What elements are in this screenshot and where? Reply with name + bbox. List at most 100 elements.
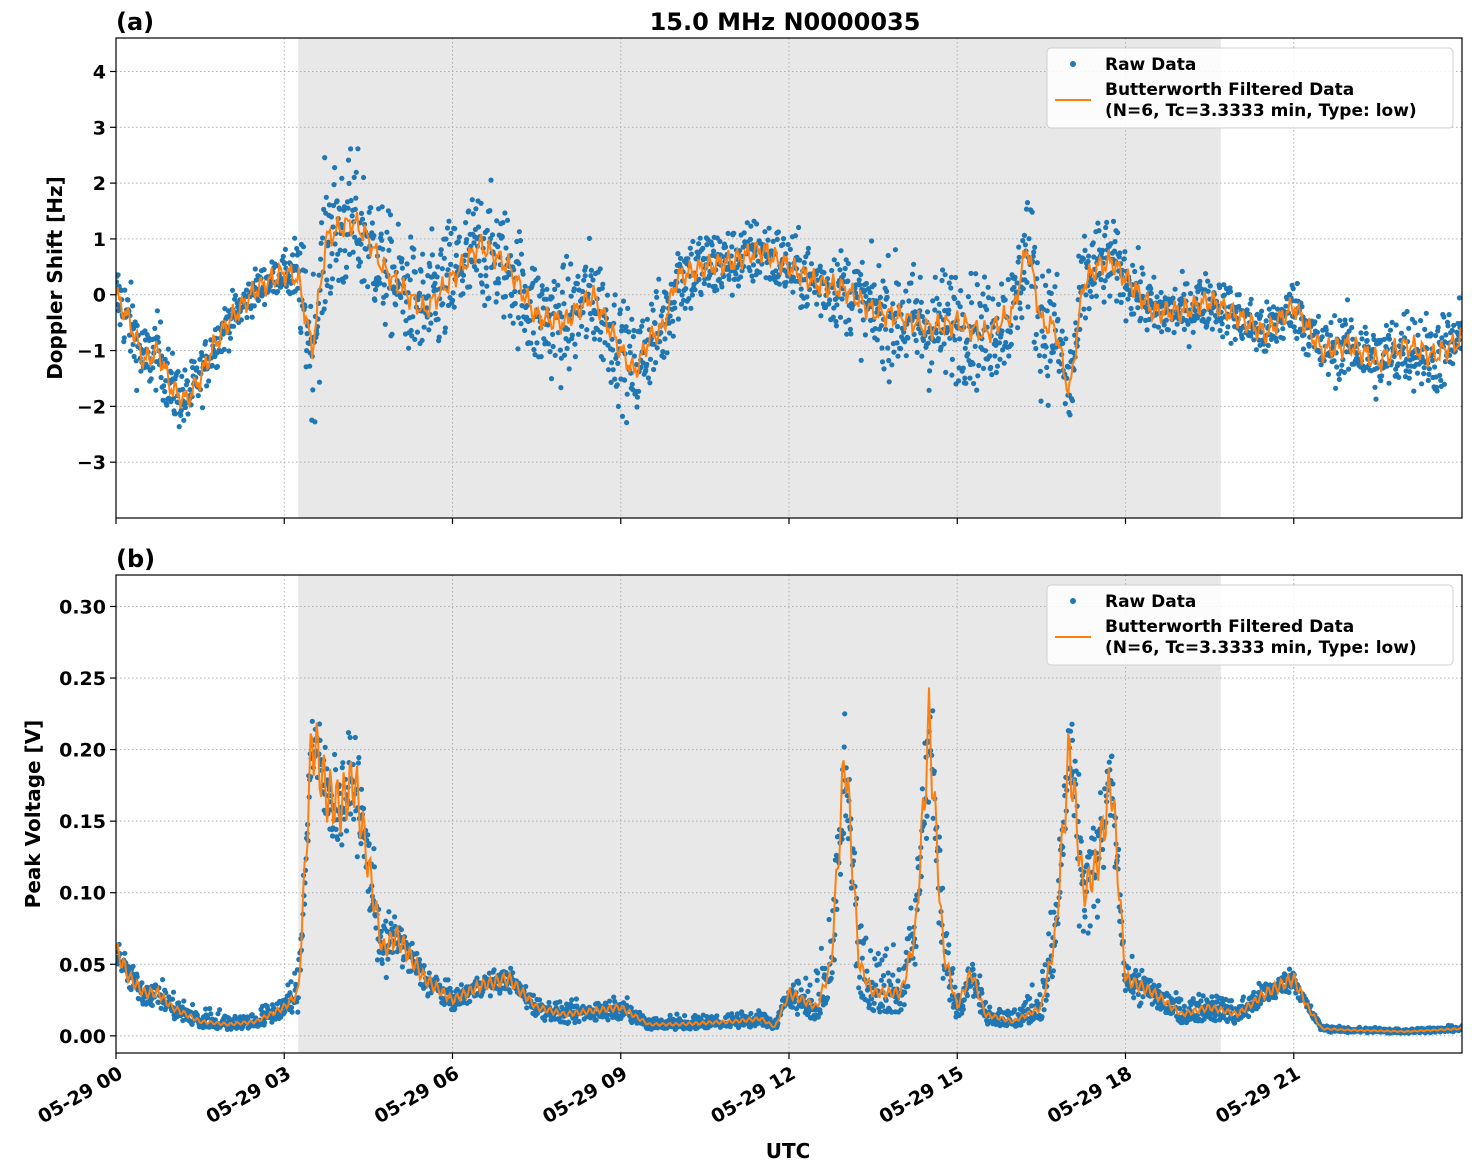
raw-data-point xyxy=(353,195,359,201)
raw-data-point xyxy=(1012,274,1018,280)
raw-data-point xyxy=(372,287,379,293)
raw-data-point xyxy=(1115,230,1121,236)
raw-data-point xyxy=(931,768,937,774)
raw-data-point xyxy=(382,321,388,327)
raw-data-point xyxy=(590,330,597,336)
raw-data-point xyxy=(1080,928,1086,934)
raw-data-point xyxy=(817,1010,823,1016)
raw-data-point xyxy=(1161,322,1167,328)
raw-data-point xyxy=(345,205,351,211)
raw-data-point xyxy=(356,755,362,761)
raw-data-point xyxy=(826,916,832,923)
legend-filtered-params: (N=6, Tc=3.3333 min, Type: low) xyxy=(1105,101,1417,121)
raw-data-point xyxy=(929,360,935,366)
raw-data-point xyxy=(1181,326,1187,332)
raw-data-point xyxy=(1259,308,1265,314)
raw-data-point xyxy=(329,833,336,839)
raw-data-point xyxy=(381,282,387,288)
raw-data-point xyxy=(542,1017,548,1023)
raw-data-point xyxy=(169,350,176,356)
raw-data-point xyxy=(977,302,984,309)
raw-data-point xyxy=(940,267,946,273)
raw-data-point xyxy=(421,324,427,330)
raw-data-point xyxy=(1181,291,1187,298)
raw-data-point xyxy=(690,238,696,245)
raw-data-point xyxy=(1043,997,1049,1003)
raw-data-point xyxy=(898,1007,904,1013)
raw-data-point xyxy=(572,341,578,347)
panel-label: (a) xyxy=(116,8,154,36)
raw-data-point xyxy=(469,259,475,265)
raw-data-point xyxy=(624,995,630,1001)
raw-data-point xyxy=(1129,953,1135,960)
raw-data-point xyxy=(952,984,958,990)
raw-data-point xyxy=(925,340,931,346)
raw-data-point xyxy=(1407,369,1413,375)
raw-data-point xyxy=(1195,289,1201,295)
raw-data-point xyxy=(476,258,482,264)
raw-data-point xyxy=(615,360,621,366)
raw-data-point xyxy=(1146,316,1152,323)
raw-data-point xyxy=(488,177,494,183)
raw-data-point xyxy=(199,405,206,411)
raw-data-point xyxy=(1101,284,1107,291)
raw-data-point xyxy=(1398,330,1404,336)
raw-data-point xyxy=(1450,361,1456,367)
raw-data-point xyxy=(975,373,981,379)
raw-data-point xyxy=(297,250,303,256)
raw-data-point xyxy=(191,359,197,365)
raw-data-point xyxy=(453,252,459,258)
raw-data-point xyxy=(845,260,851,267)
raw-data-point xyxy=(1020,238,1026,244)
raw-data-point xyxy=(1082,247,1088,253)
raw-data-point xyxy=(371,233,377,239)
raw-data-point xyxy=(1336,376,1342,382)
raw-data-point xyxy=(295,1009,301,1015)
raw-data-point xyxy=(805,988,811,995)
raw-data-point xyxy=(133,358,139,364)
raw-data-point xyxy=(325,239,331,245)
raw-data-point xyxy=(706,282,712,288)
raw-data-point xyxy=(964,337,971,343)
raw-data-point xyxy=(1227,288,1234,295)
raw-data-point xyxy=(561,352,568,358)
raw-data-point xyxy=(583,334,589,340)
raw-data-point xyxy=(127,348,134,354)
raw-data-point xyxy=(162,356,168,362)
raw-data-point xyxy=(1003,339,1009,346)
raw-data-point xyxy=(814,977,820,983)
raw-data-point xyxy=(459,278,466,284)
raw-data-point xyxy=(130,963,136,970)
raw-data-point xyxy=(466,208,472,214)
raw-data-point xyxy=(178,412,184,418)
raw-data-point xyxy=(157,319,164,325)
raw-data-point xyxy=(1138,315,1144,321)
raw-data-point xyxy=(251,303,257,309)
raw-data-point xyxy=(371,864,377,870)
raw-data-point xyxy=(858,271,864,278)
raw-data-point xyxy=(1101,299,1107,305)
raw-data-point xyxy=(337,247,343,253)
raw-data-point xyxy=(930,708,936,714)
raw-data-point xyxy=(358,841,364,847)
raw-data-point xyxy=(1041,334,1047,340)
raw-data-point xyxy=(405,273,411,279)
raw-data-point xyxy=(891,349,897,355)
raw-data-point xyxy=(473,267,480,273)
raw-data-point xyxy=(587,311,594,317)
legend-box xyxy=(1046,47,1454,129)
raw-data-point xyxy=(564,345,570,351)
raw-data-point xyxy=(856,985,862,991)
raw-data-point xyxy=(1148,286,1154,292)
raw-data-point xyxy=(567,312,573,318)
raw-data-point xyxy=(868,948,874,954)
raw-data-point xyxy=(1301,332,1307,338)
raw-data-point xyxy=(574,281,581,287)
raw-data-point xyxy=(148,376,154,382)
raw-data-point xyxy=(399,964,405,970)
raw-data-point xyxy=(332,165,338,171)
raw-data-point xyxy=(1349,324,1355,331)
raw-data-point xyxy=(545,322,551,328)
y-axis-label: Doppler Shift [Hz] xyxy=(43,176,67,380)
